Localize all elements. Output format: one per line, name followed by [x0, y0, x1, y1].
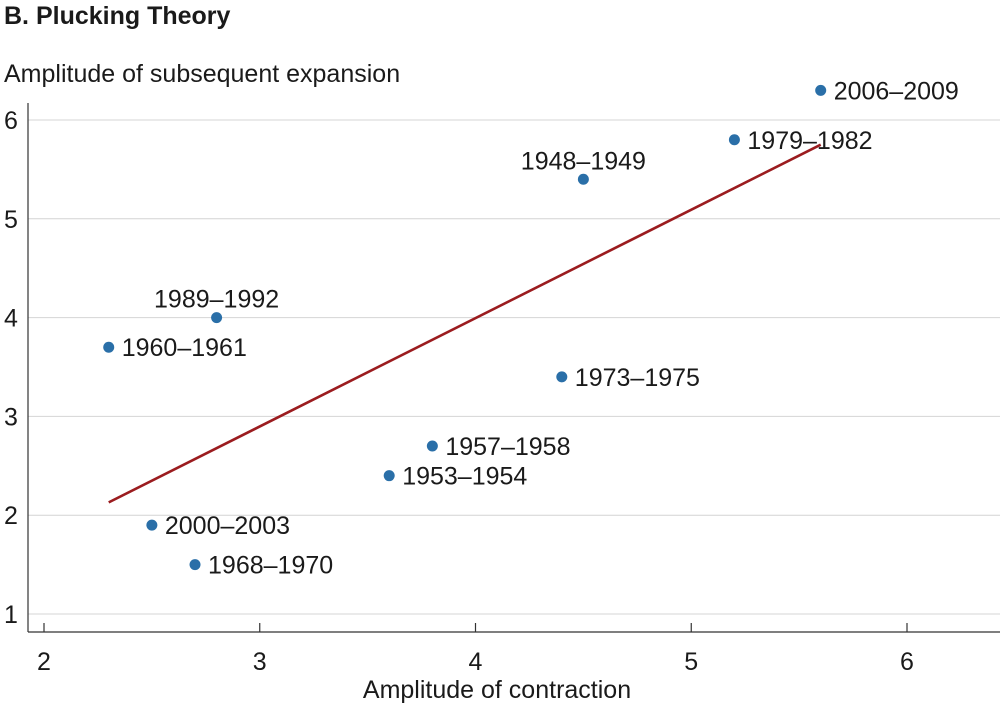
y-axis-label: Amplitude of subsequent expansion: [4, 60, 401, 88]
data-point-label: 1973–1975: [575, 364, 700, 392]
trend-line-group: [108, 143, 822, 504]
data-point-label: 2006–2009: [834, 77, 959, 105]
data-point: [189, 559, 201, 571]
data-point: [383, 470, 395, 482]
data-point: [211, 312, 223, 324]
y-tick-label: 2: [4, 502, 18, 530]
y-tick-label: 1: [4, 601, 18, 629]
data-points: 2006–2009 1979–1982 1948–1949 1989–1992 1960…: [103, 77, 959, 580]
data-point: [728, 134, 740, 146]
x-tick-label: 2: [37, 648, 51, 676]
data-point: [556, 371, 568, 383]
chart-title: B. Plucking Theory: [4, 2, 231, 30]
data-point-label: 1957–1958: [445, 433, 570, 461]
y-tick-label: 3: [4, 403, 18, 431]
data-point-label: 1968–1970: [208, 552, 333, 580]
y-tick-label: 6: [4, 107, 18, 135]
x-axis-label: Amplitude of contraction: [362, 676, 632, 704]
data-point: [426, 440, 438, 452]
data-point-label: 1960–1961: [122, 334, 247, 362]
data-point: [146, 519, 158, 531]
x-tick-label: 6: [900, 648, 914, 676]
y-tick-label: 4: [4, 305, 18, 333]
data-point: [577, 173, 589, 185]
x-tick-label: 4: [469, 648, 483, 676]
x-tick-label: 3: [253, 648, 267, 676]
data-point: [103, 341, 115, 353]
data-point-label: 1953–1954: [402, 463, 527, 491]
x-tick-label: 5: [684, 648, 698, 676]
data-point-label: 1979–1982: [747, 127, 872, 155]
data-point-label: 2000–2003: [165, 512, 290, 540]
y-tick-label: 5: [4, 206, 18, 234]
gridlines: [28, 119, 1000, 615]
data-point: [815, 84, 827, 96]
data-point-label: 1989–1992: [154, 286, 279, 314]
trend-line: [108, 143, 822, 504]
data-point-label: 1948–1949: [521, 147, 646, 175]
